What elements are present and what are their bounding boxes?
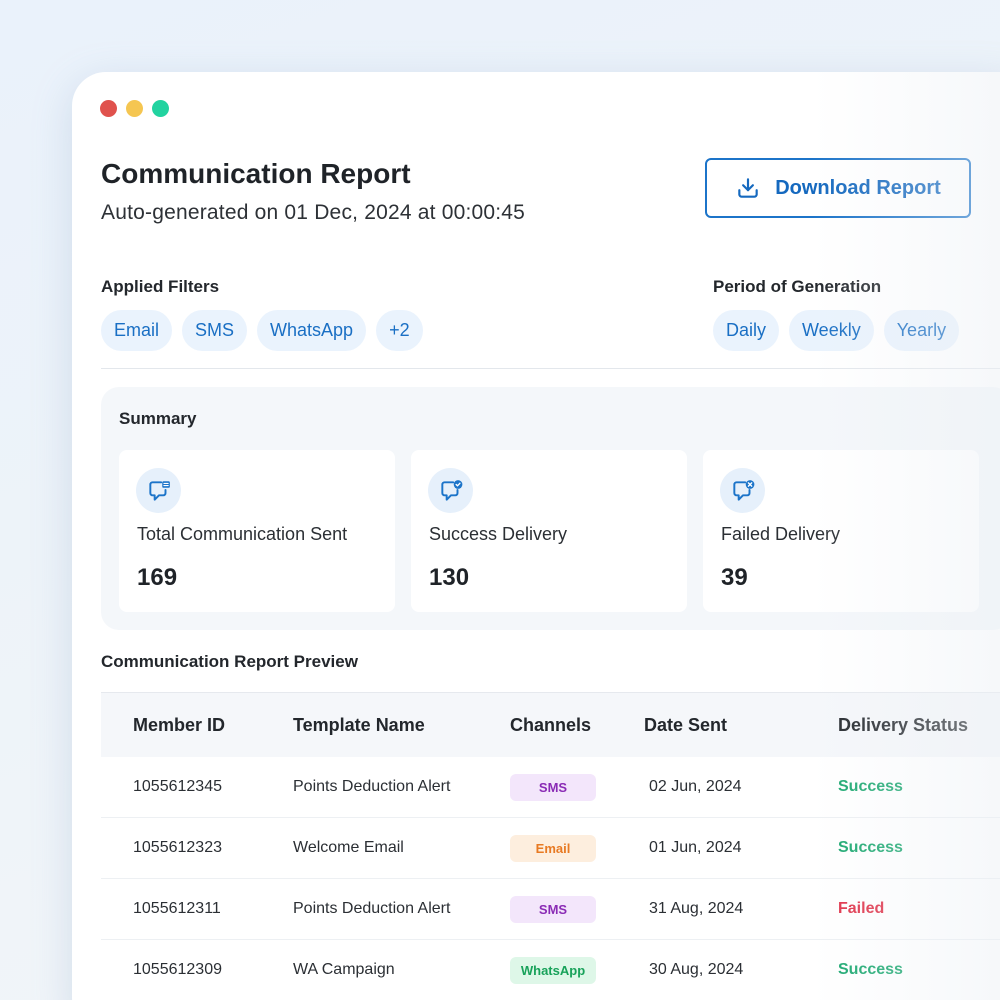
- card-failed-delivery: Failed Delivery 39: [703, 450, 979, 612]
- message-x-icon: [720, 468, 765, 513]
- column-header-channels[interactable]: Channels: [510, 714, 592, 735]
- status-badge: Success: [838, 839, 903, 856]
- column-header-template-name[interactable]: Template Name: [293, 714, 425, 735]
- close-dot[interactable]: [100, 100, 117, 117]
- card-label: Total Communication Sent: [137, 524, 348, 544]
- card-label: Success Delivery: [429, 524, 568, 544]
- channel-badge: WhatsApp: [510, 956, 596, 984]
- page-title: Communication Report: [101, 158, 411, 189]
- applied-filters-label: Applied Filters: [101, 277, 220, 296]
- status-badge: Success: [838, 778, 903, 795]
- template-name-cell: Points Deduction Alert: [293, 778, 451, 795]
- card-value: 39: [721, 564, 748, 591]
- table-row[interactable]: 1055612309 WA Campaign WhatsApp 30 Aug, …: [101, 940, 1000, 1000]
- window-controls: [100, 100, 169, 117]
- table-row[interactable]: 1055612323 Welcome Email Email 01 Jun, 2…: [101, 818, 1000, 879]
- table-row[interactable]: 1055612311 Points Deduction Alert SMS 31…: [101, 879, 1000, 940]
- divider: [101, 368, 1000, 369]
- table-header: Member ID Template Name Channels Date Se…: [101, 692, 1000, 757]
- card-total-sent: Total Communication Sent 169: [119, 450, 395, 612]
- maximize-dot[interactable]: [152, 100, 169, 117]
- member-id-cell: 1055612345: [133, 778, 222, 795]
- status-badge: Failed: [838, 900, 885, 917]
- channel-badge: SMS: [510, 773, 596, 801]
- template-name-cell: WA Campaign: [293, 961, 395, 978]
- period-chip-yearly[interactable]: Yearly: [883, 310, 960, 351]
- column-header-delivery-status[interactable]: Delivery Status: [838, 714, 969, 735]
- channel-badge: SMS: [510, 895, 596, 923]
- download-icon: [738, 178, 758, 198]
- filter-chip-more[interactable]: +2: [376, 310, 423, 351]
- summary-title: Summary: [119, 409, 197, 428]
- table-row[interactable]: 1055612345 Points Deduction Alert SMS 02…: [101, 757, 1000, 818]
- template-name-cell: Welcome Email: [293, 839, 404, 856]
- template-name-cell: Points Deduction Alert: [293, 900, 451, 917]
- date-sent-cell: 01 Jun, 2024: [649, 839, 742, 856]
- download-report-label: Download Report: [775, 176, 941, 199]
- report-table: Member ID Template Name Channels Date Se…: [101, 692, 1000, 1000]
- member-id-cell: 1055612309: [133, 961, 222, 978]
- generated-timestamp: Auto-generated on 01 Dec, 2024 at 00:00:…: [101, 201, 526, 224]
- card-value: 130: [429, 564, 470, 591]
- download-report-button[interactable]: Download Report: [705, 158, 971, 218]
- message-check-icon: [428, 468, 473, 513]
- filter-chip-whatsapp[interactable]: WhatsApp: [257, 310, 367, 351]
- card-success-delivery: Success Delivery 130: [411, 450, 687, 612]
- member-id-cell: 1055612311: [133, 900, 221, 917]
- period-label: Period of Generation: [713, 277, 882, 296]
- filter-chip-email[interactable]: Email: [101, 310, 173, 351]
- message-list-icon: [136, 468, 181, 513]
- preview-title: Communication Report Preview: [101, 652, 358, 671]
- channel-badge: Email: [510, 834, 596, 862]
- status-badge: Success: [838, 961, 903, 978]
- date-sent-cell: 31 Aug, 2024: [649, 900, 744, 917]
- period-options: Daily Weekly Yearly: [713, 310, 960, 351]
- column-header-date-sent[interactable]: Date Sent: [644, 714, 728, 735]
- member-id-cell: 1055612323: [133, 839, 222, 856]
- date-sent-cell: 02 Jun, 2024: [649, 778, 742, 795]
- applied-filters: Email SMS WhatsApp +2: [101, 310, 423, 351]
- minimize-dot[interactable]: [126, 100, 143, 117]
- date-sent-cell: 30 Aug, 2024: [649, 961, 744, 978]
- period-chip-weekly[interactable]: Weekly: [789, 310, 874, 351]
- card-value: 169: [137, 564, 178, 591]
- filter-chip-sms[interactable]: SMS: [182, 310, 248, 351]
- card-label: Failed Delivery: [721, 524, 841, 544]
- period-chip-daily[interactable]: Daily: [713, 310, 780, 351]
- report-window: Communication Report Auto-generated on 0…: [72, 72, 1000, 1000]
- summary-panel: Summary Total Communication Sent 169: [101, 387, 1000, 630]
- column-header-member-id[interactable]: Member ID: [133, 714, 226, 735]
